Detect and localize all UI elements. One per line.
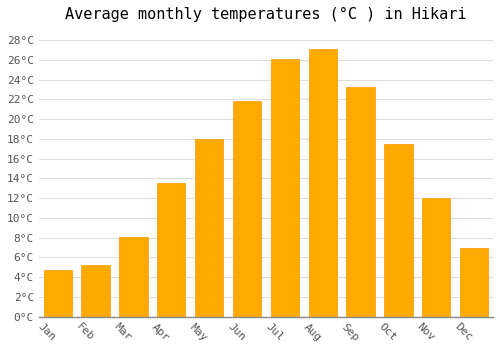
Bar — [270, 59, 299, 317]
Bar — [195, 139, 224, 317]
Bar — [157, 183, 186, 317]
Bar — [82, 265, 110, 317]
Bar — [233, 101, 261, 317]
Bar — [346, 88, 375, 317]
Bar — [119, 237, 148, 317]
Bar — [44, 270, 72, 317]
Bar — [460, 247, 488, 317]
Bar — [422, 198, 450, 317]
Bar — [308, 49, 337, 317]
Title: Average monthly temperatures (°C ) in Hikari: Average monthly temperatures (°C ) in Hi… — [65, 7, 466, 22]
Bar — [384, 144, 412, 317]
